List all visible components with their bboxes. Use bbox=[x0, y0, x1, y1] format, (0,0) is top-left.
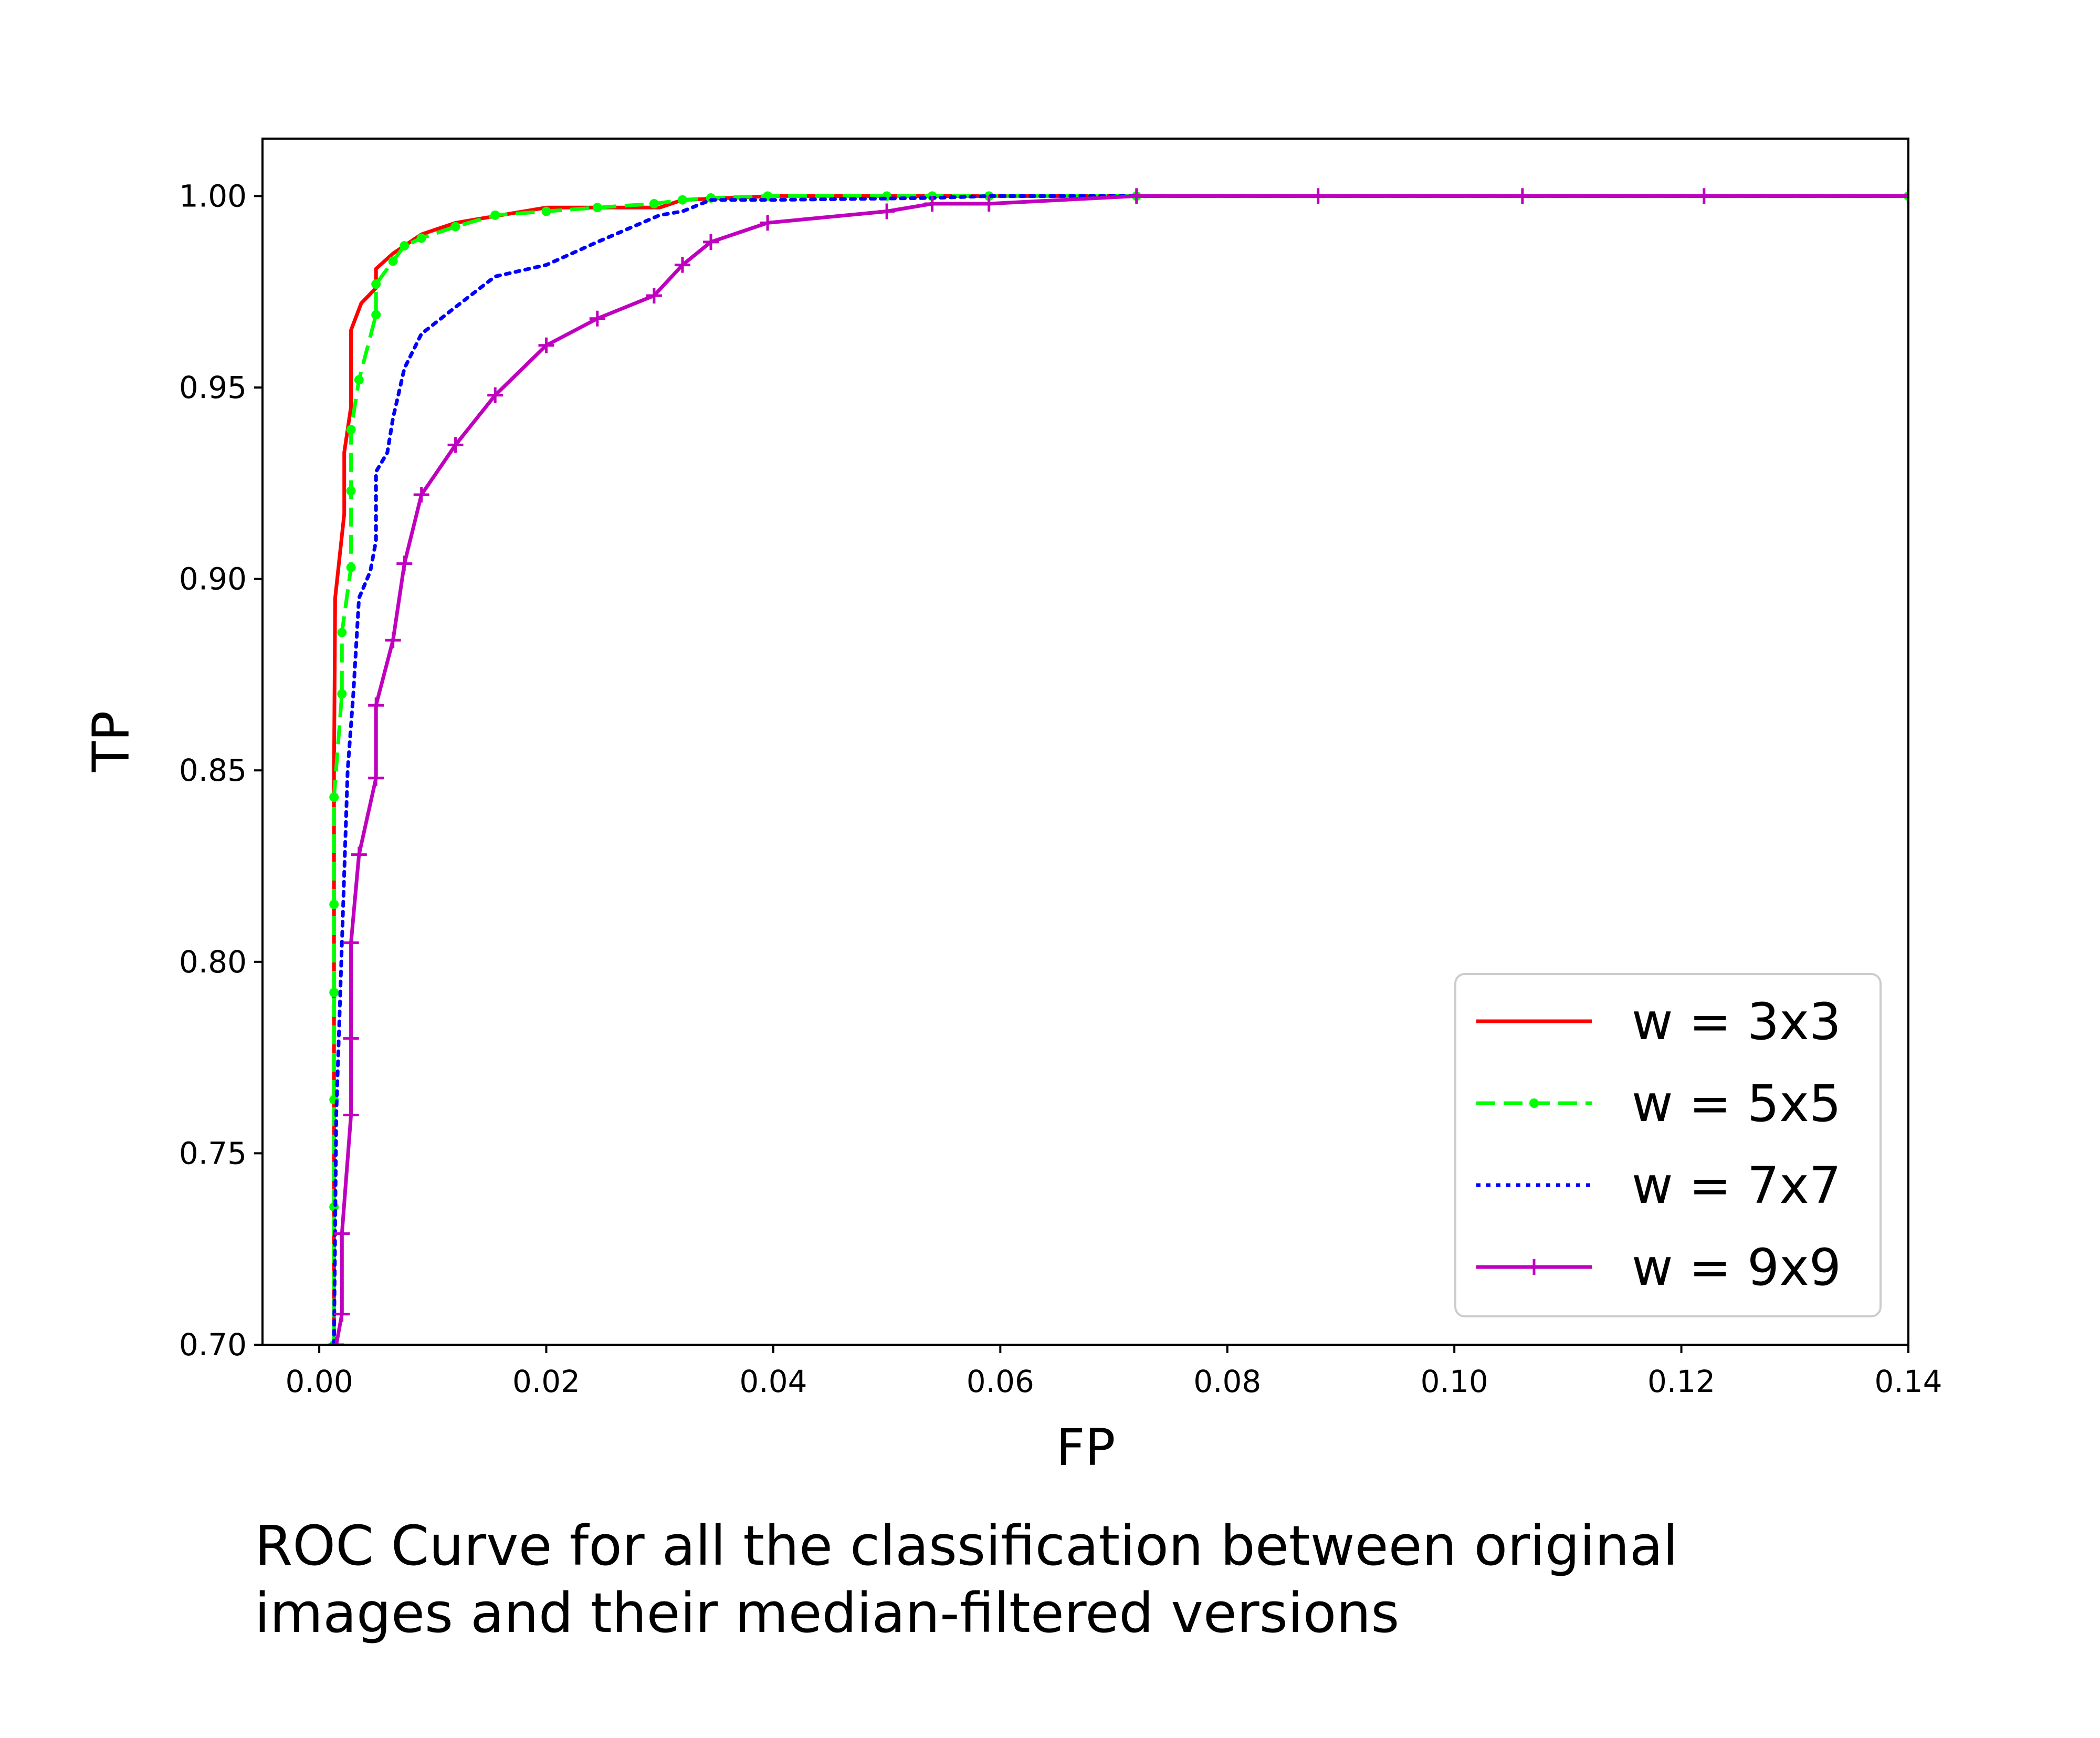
caption-line-1: ROC Curve for all the classification bet… bbox=[255, 1514, 1678, 1578]
data-point bbox=[1128, 188, 1144, 204]
x-tick-label: 0.02 bbox=[512, 1364, 580, 1399]
caption-line-2: images and their median-filtered version… bbox=[255, 1581, 1400, 1645]
data-point bbox=[368, 770, 384, 786]
data-point bbox=[490, 210, 500, 220]
data-point bbox=[343, 935, 359, 951]
data-point bbox=[346, 425, 356, 435]
data-point bbox=[329, 792, 339, 802]
data-point bbox=[703, 234, 719, 250]
legend-entries: w = 3x3 w = 5x5 w = 7x7 w = 9x9 bbox=[1476, 992, 1841, 1297]
data-point bbox=[487, 387, 503, 403]
ticks-layer: 0.00 0.02 0.04 0.06 0.08 0.10 0.12 0.14 0.70 0.75… bbox=[179, 178, 1942, 1399]
legend-marker bbox=[1526, 1259, 1542, 1275]
series-3 bbox=[332, 194, 1908, 1345]
series-line bbox=[334, 194, 1908, 1345]
figure-caption: ROC Curve for all the classification bet… bbox=[255, 1512, 1987, 1647]
x-tick-label: 0.14 bbox=[1874, 1364, 1942, 1399]
data-point bbox=[343, 1107, 359, 1123]
x-tick-label: 0.10 bbox=[1421, 1364, 1488, 1399]
x-axis-label: FP bbox=[1056, 1418, 1115, 1477]
x-tick-label: 0.06 bbox=[967, 1364, 1034, 1399]
series-line bbox=[332, 194, 1908, 1345]
data-point bbox=[674, 257, 690, 273]
y-axis-label: TP bbox=[82, 711, 141, 773]
data-point bbox=[337, 689, 347, 699]
x-tick-label: 0.08 bbox=[1193, 1364, 1261, 1399]
roc-chart: 0.00 0.02 0.04 0.06 0.08 0.10 0.12 0.14 0.70 0.75… bbox=[82, 138, 1942, 1477]
data-point bbox=[447, 437, 464, 453]
data-point bbox=[677, 195, 687, 205]
data-point bbox=[1696, 188, 1712, 204]
data-point bbox=[371, 279, 381, 289]
legend-label: w = 5x5 bbox=[1632, 1074, 1841, 1133]
data-point bbox=[649, 198, 659, 208]
legend-label: w = 3x3 bbox=[1632, 992, 1841, 1051]
y-tick-label: 0.80 bbox=[179, 944, 247, 980]
data-point bbox=[385, 632, 401, 648]
data-point bbox=[351, 846, 367, 863]
y-tick-label: 0.90 bbox=[179, 561, 247, 597]
data-point bbox=[329, 899, 339, 909]
data-point bbox=[592, 203, 602, 213]
data-point bbox=[1900, 188, 1908, 204]
data-point bbox=[334, 1306, 350, 1322]
data-point bbox=[589, 310, 605, 327]
legend-entry: w = 7x7 bbox=[1476, 1156, 1841, 1215]
x-tick-label: 0.12 bbox=[1647, 1364, 1715, 1399]
legend: w = 3x3 w = 5x5 w = 7x7 w = 9x9 bbox=[1454, 973, 1882, 1317]
data-point bbox=[328, 1337, 344, 1345]
data-point bbox=[337, 627, 347, 637]
legend-label: w = 7x7 bbox=[1632, 1156, 1841, 1215]
data-point bbox=[450, 222, 460, 232]
data-point bbox=[981, 195, 997, 212]
data-point bbox=[396, 556, 413, 572]
data-point bbox=[346, 562, 356, 572]
data-point bbox=[334, 1226, 350, 1242]
data-point bbox=[329, 988, 339, 998]
data-point bbox=[1514, 188, 1530, 204]
series-2 bbox=[329, 191, 1908, 1345]
data-point bbox=[879, 203, 895, 219]
data-point bbox=[354, 375, 364, 385]
series-line bbox=[332, 194, 1908, 1345]
legend-entry: w = 5x5 bbox=[1476, 1074, 1841, 1133]
data-point bbox=[368, 697, 384, 714]
data-point bbox=[388, 256, 398, 266]
y-tick-label: 0.95 bbox=[179, 370, 247, 405]
x-tick-label: 0.00 bbox=[286, 1364, 353, 1399]
y-tick-label: 1.00 bbox=[179, 178, 247, 214]
series-layer bbox=[328, 188, 1908, 1345]
plot-frame bbox=[261, 138, 1909, 1346]
data-point bbox=[346, 486, 356, 496]
data-point bbox=[760, 215, 776, 231]
data-point bbox=[1310, 188, 1326, 204]
legend-frame bbox=[1454, 973, 1882, 1317]
x-tick-label: 0.04 bbox=[739, 1364, 807, 1399]
data-point bbox=[924, 195, 940, 212]
y-tick-label: 0.85 bbox=[179, 752, 247, 788]
data-point bbox=[416, 233, 426, 243]
legend-entry: w = 9x9 bbox=[1476, 1238, 1841, 1297]
legend-entry: w = 3x3 bbox=[1476, 992, 1841, 1051]
data-point bbox=[343, 1030, 359, 1046]
y-tick-label: 0.70 bbox=[179, 1327, 247, 1363]
legend-label: w = 9x9 bbox=[1632, 1238, 1841, 1297]
data-point bbox=[371, 310, 381, 320]
data-point bbox=[538, 337, 554, 353]
series-4 bbox=[328, 188, 1908, 1345]
data-point bbox=[400, 241, 410, 251]
y-tick-label: 0.75 bbox=[179, 1135, 247, 1171]
data-point bbox=[541, 206, 551, 216]
data-point bbox=[646, 287, 662, 303]
data-point bbox=[413, 487, 429, 503]
legend-marker bbox=[1529, 1098, 1539, 1108]
